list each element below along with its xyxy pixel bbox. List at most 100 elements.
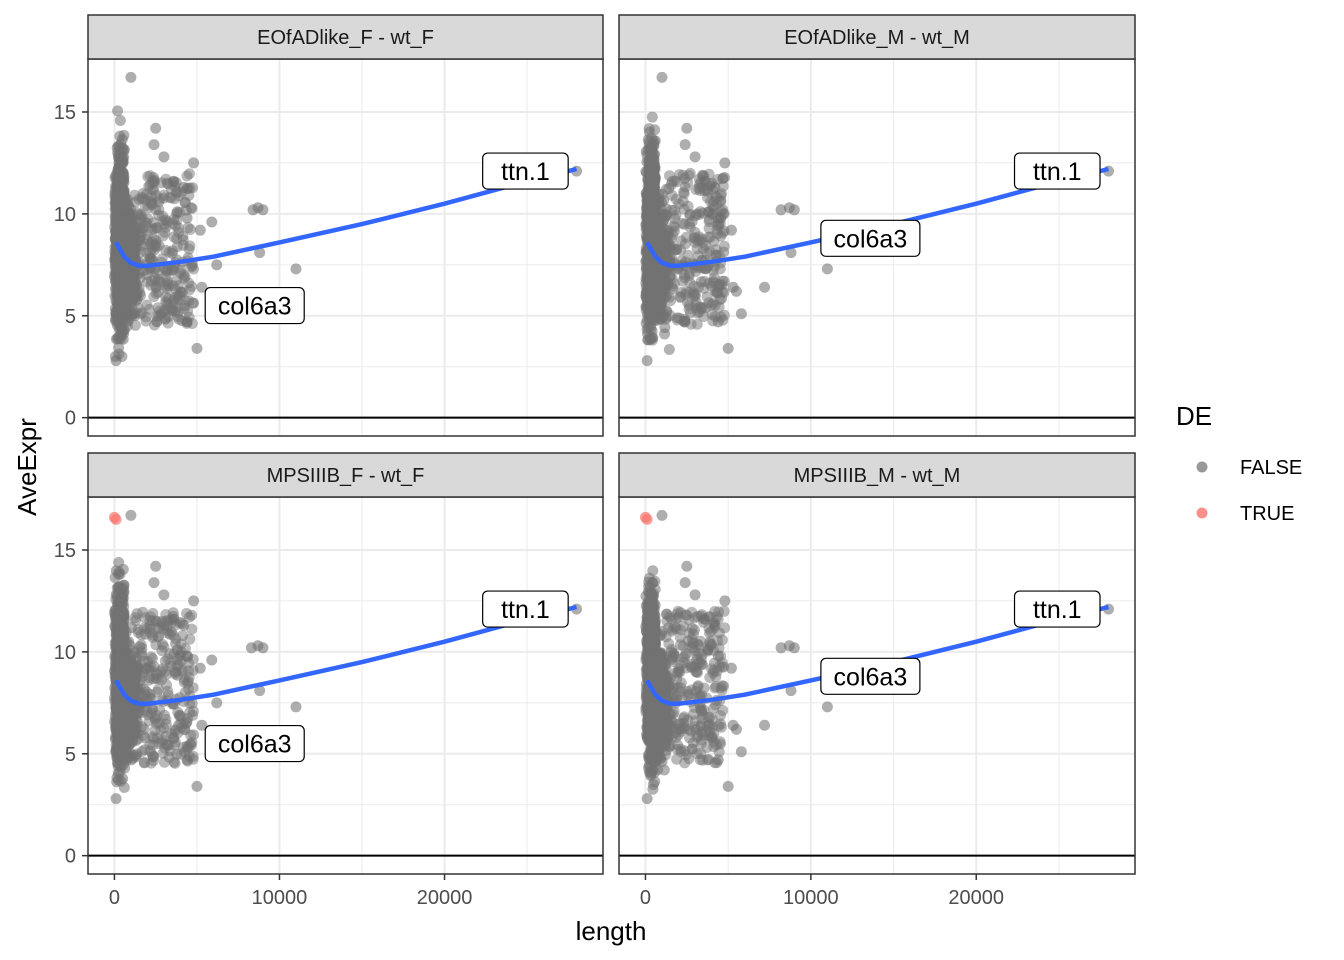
data-point	[187, 182, 199, 194]
data-point	[142, 213, 154, 225]
data-point	[679, 139, 691, 151]
data-point	[714, 294, 726, 306]
data-point	[161, 283, 173, 295]
data-point	[678, 269, 690, 281]
data-point	[122, 306, 134, 318]
point-label: ttn.1	[482, 152, 569, 190]
data-point	[162, 317, 174, 329]
data-point	[670, 209, 682, 221]
data-point	[160, 291, 172, 303]
data-point	[140, 220, 152, 232]
data-point	[163, 246, 175, 258]
data-point	[651, 220, 663, 232]
data-point	[131, 287, 143, 299]
data-point	[689, 288, 701, 300]
data-point	[132, 302, 144, 314]
data-point	[694, 301, 706, 313]
data-point	[168, 756, 180, 768]
data-point	[173, 313, 185, 325]
data-point	[691, 303, 703, 315]
data-point	[150, 266, 162, 278]
data-point	[683, 270, 695, 282]
data-point	[211, 259, 223, 271]
data-point	[671, 314, 683, 326]
data-point	[131, 608, 143, 620]
data-point	[648, 278, 660, 290]
data-point	[131, 660, 143, 672]
data-point	[206, 216, 218, 228]
data-point	[162, 216, 174, 228]
data-point	[691, 243, 703, 255]
data-point	[153, 622, 165, 634]
data-point	[152, 286, 164, 298]
data-point	[646, 185, 658, 197]
data-point	[183, 277, 195, 289]
data-point	[141, 663, 153, 675]
data-point	[141, 269, 153, 281]
data-point	[690, 183, 702, 195]
data-point	[186, 202, 198, 214]
data-point	[140, 662, 152, 674]
data-point	[166, 304, 178, 316]
data-point	[684, 209, 696, 221]
data-point	[171, 206, 183, 218]
data-point	[694, 306, 706, 318]
data-point	[715, 190, 727, 202]
data-point	[177, 230, 189, 242]
data-point	[679, 181, 691, 193]
data-point	[182, 305, 194, 317]
data-point	[162, 264, 174, 276]
data-point	[688, 280, 700, 292]
data-point	[148, 217, 160, 229]
data-point	[664, 295, 676, 307]
data-point	[144, 739, 156, 751]
data-point	[670, 243, 682, 255]
data-point	[169, 193, 181, 205]
data-point	[182, 741, 194, 753]
data-point	[151, 667, 163, 679]
data-point	[146, 253, 158, 265]
point-label: col6a3	[820, 219, 921, 257]
facet-strip	[618, 14, 1136, 60]
data-point	[168, 297, 180, 309]
data-point	[691, 234, 703, 246]
data-point	[175, 267, 187, 279]
data-point	[678, 218, 690, 230]
data-point	[669, 244, 681, 256]
data-point	[683, 303, 695, 315]
data-point	[692, 307, 704, 319]
data-point	[169, 668, 181, 680]
data-point	[137, 187, 149, 199]
data-point	[717, 180, 729, 192]
data-point	[135, 646, 147, 658]
data-point	[684, 276, 696, 288]
data-point	[660, 183, 672, 195]
data-point	[153, 204, 165, 216]
data-point	[172, 654, 184, 666]
data-point	[669, 213, 681, 225]
data-point	[643, 262, 655, 274]
data-point	[160, 244, 172, 256]
data-point	[290, 263, 302, 275]
data-point	[152, 302, 164, 314]
data-point	[141, 188, 153, 200]
data-point	[694, 206, 706, 218]
data-point	[151, 222, 163, 234]
data-point	[147, 629, 159, 641]
data-point	[148, 244, 160, 256]
data-point	[690, 296, 702, 308]
data-point	[669, 175, 681, 187]
data-point	[660, 210, 672, 222]
data-point	[169, 725, 181, 737]
data-point	[139, 757, 151, 769]
data-point	[155, 724, 167, 736]
data-point	[159, 313, 171, 325]
data-point	[162, 627, 174, 639]
label-box	[204, 286, 305, 325]
data-point	[156, 638, 168, 650]
data-point	[175, 286, 187, 298]
data-point	[177, 234, 189, 246]
data-point	[718, 246, 730, 258]
data-point	[698, 311, 710, 323]
